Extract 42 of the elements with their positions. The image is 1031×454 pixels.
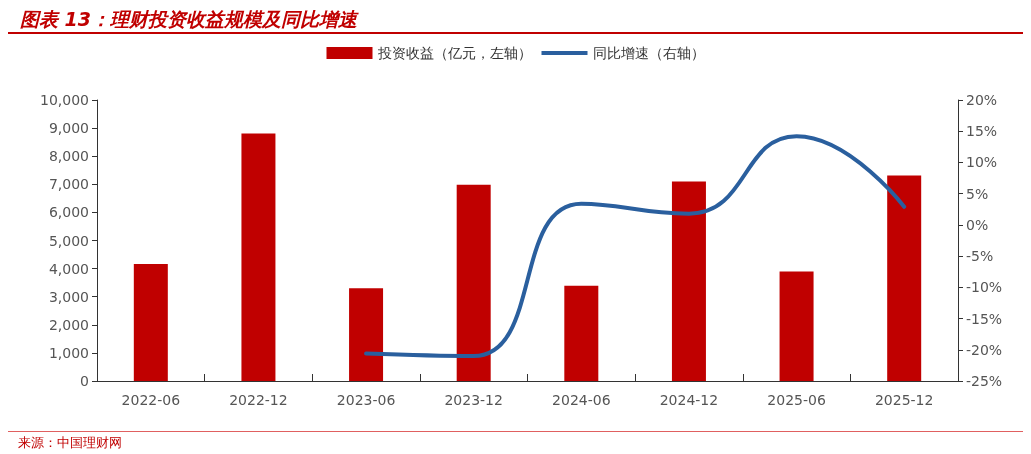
x-tick-label: 2022-12 [229, 392, 288, 408]
y-tick-label: 2,000 [48, 316, 89, 333]
bar [564, 285, 599, 381]
x-tick-label: 2022-06 [121, 392, 181, 408]
line-series [364, 134, 907, 359]
y2-tick-label: 10% [966, 154, 998, 171]
y2-tick-label: -20% [966, 341, 1003, 358]
bar [241, 133, 276, 381]
y2-tick-label: 5% [966, 185, 989, 202]
bar [779, 271, 814, 381]
bar [349, 288, 384, 381]
y2-tick-label: 20% [966, 92, 998, 108]
y-tick-label: 6,000 [48, 204, 89, 221]
y-tick-label: 4,000 [48, 260, 89, 277]
y-tick-label: 0 [80, 373, 89, 389]
bar [671, 181, 706, 381]
y-tick-label: 9,000 [48, 120, 89, 137]
x-tick-label: 2024-12 [659, 392, 719, 408]
x-tick-label: 2023-12 [444, 392, 503, 408]
y-tick-label: 3,000 [48, 288, 89, 305]
x-tick-label: 2023-06 [336, 392, 396, 408]
source-note: 来源：中国理财网 [18, 434, 122, 452]
y2-tick-label: -25% [966, 373, 1003, 389]
y-tick-label: 1,000 [48, 344, 89, 361]
y2-tick-label: -5% [966, 248, 994, 265]
legend-label: 投资收益（亿元，左轴） [376, 45, 532, 61]
y2-tick-label: 0% [966, 216, 989, 233]
bar [456, 184, 491, 381]
y2-tick-label: -15% [966, 310, 1003, 327]
y2-tick-label: 15% [966, 123, 998, 140]
chart-title: 图表 13：理财投资收益规模及同比增速 [20, 7, 358, 32]
x-tick-label: 2025-12 [874, 392, 934, 408]
y-tick-label: 8,000 [48, 148, 89, 165]
bar [133, 264, 168, 381]
bar [887, 175, 922, 381]
y-tick-label: 7,000 [48, 176, 89, 193]
x-tick-label: 2024-06 [552, 392, 611, 408]
legend-label: 同比增速（右轴） [592, 45, 705, 61]
y-tick-label: 5,000 [48, 232, 89, 249]
y2-tick-label: -10% [966, 279, 1003, 296]
y-tick-label: 10,000 [40, 92, 89, 108]
x-tick-label: 2025-06 [767, 392, 826, 408]
